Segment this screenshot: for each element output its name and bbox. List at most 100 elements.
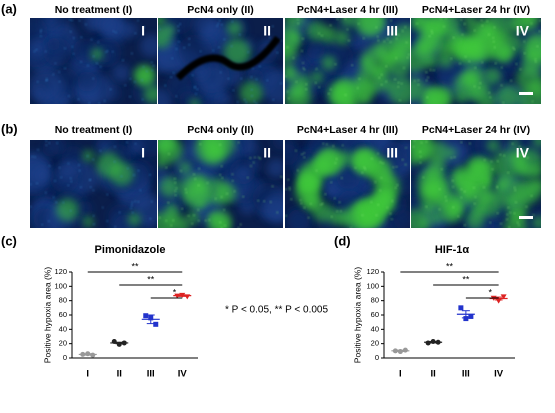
speck [408, 53, 410, 56]
stain [455, 93, 466, 104]
speck [231, 173, 234, 176]
speck [490, 160, 493, 163]
speck [412, 146, 415, 148]
speck [473, 29, 476, 32]
speck [114, 145, 116, 148]
stain [311, 71, 324, 84]
speck [501, 66, 503, 69]
micrograph [285, 18, 410, 104]
speck [403, 67, 405, 69]
speck [379, 189, 382, 192]
stain [164, 209, 181, 227]
speck [67, 95, 70, 97]
speck [113, 160, 116, 163]
speck [464, 55, 467, 58]
speck [199, 143, 202, 145]
significance-label: * [488, 287, 492, 297]
stain [351, 150, 371, 170]
speck [452, 206, 455, 209]
speck [425, 205, 428, 208]
speck [391, 200, 394, 202]
y-axis-label: Positive hypoxia area (%) [42, 267, 52, 364]
speck [302, 38, 304, 40]
stain [57, 94, 70, 104]
speck [185, 188, 187, 191]
speck [45, 191, 47, 194]
speck [390, 19, 393, 22]
speck [131, 52, 133, 55]
stain [266, 158, 283, 178]
speck [493, 26, 496, 29]
speck [48, 142, 51, 144]
speck [364, 168, 366, 170]
speck [67, 184, 70, 187]
speck [530, 195, 533, 197]
image-title: PcN4+Laser 4 hr (III) [297, 124, 398, 136]
speck [199, 50, 202, 53]
micrograph-content [158, 18, 283, 104]
speck [420, 141, 423, 144]
speck [406, 56, 409, 59]
speck [290, 198, 293, 201]
speck [428, 35, 431, 37]
speck [296, 169, 299, 172]
speck [58, 80, 61, 83]
stain [306, 21, 326, 41]
speck [158, 25, 160, 28]
speck [327, 92, 330, 95]
speck [499, 153, 502, 156]
speck [149, 174, 151, 176]
y-tick-label: 80 [371, 296, 379, 305]
speck [129, 78, 132, 80]
speck [357, 23, 360, 25]
speck [336, 210, 339, 212]
tissue-gap [175, 35, 281, 81]
speck [54, 180, 56, 182]
speck [133, 174, 135, 176]
speck [322, 142, 325, 145]
speck [457, 215, 460, 218]
speck [515, 63, 518, 65]
speck [478, 87, 481, 89]
stain [82, 216, 94, 228]
speck [419, 155, 422, 158]
speck [377, 203, 379, 206]
panel-label: (a) [1, 1, 17, 16]
speck [341, 144, 344, 147]
stain [378, 76, 394, 92]
speck [380, 84, 383, 86]
stain [456, 186, 476, 207]
stain [424, 87, 437, 100]
speck [503, 154, 505, 157]
speck [320, 203, 322, 206]
speck [318, 32, 320, 35]
speck [165, 166, 168, 169]
speck [431, 32, 433, 34]
speck [223, 209, 225, 211]
speck [463, 224, 466, 226]
speck [64, 67, 66, 70]
speck [496, 212, 499, 214]
stain [158, 26, 172, 49]
speck [340, 210, 342, 212]
speck [280, 82, 282, 85]
x-tick-label: I [399, 369, 402, 380]
speck [55, 201, 57, 204]
stain [521, 51, 541, 73]
image-numeral: IV [516, 145, 530, 161]
stain [30, 18, 48, 46]
stain [32, 86, 47, 101]
speck [69, 30, 72, 33]
stain [427, 158, 446, 177]
speck [295, 81, 298, 83]
significance-label: ** [147, 274, 155, 284]
speck [502, 102, 505, 104]
speck [149, 217, 152, 220]
speck [78, 169, 81, 172]
speck [99, 150, 102, 152]
micrograph-content [158, 140, 283, 228]
panel-label: (b) [1, 121, 18, 136]
image-numeral: II [263, 145, 271, 161]
speck [230, 45, 233, 47]
speck [392, 166, 395, 168]
